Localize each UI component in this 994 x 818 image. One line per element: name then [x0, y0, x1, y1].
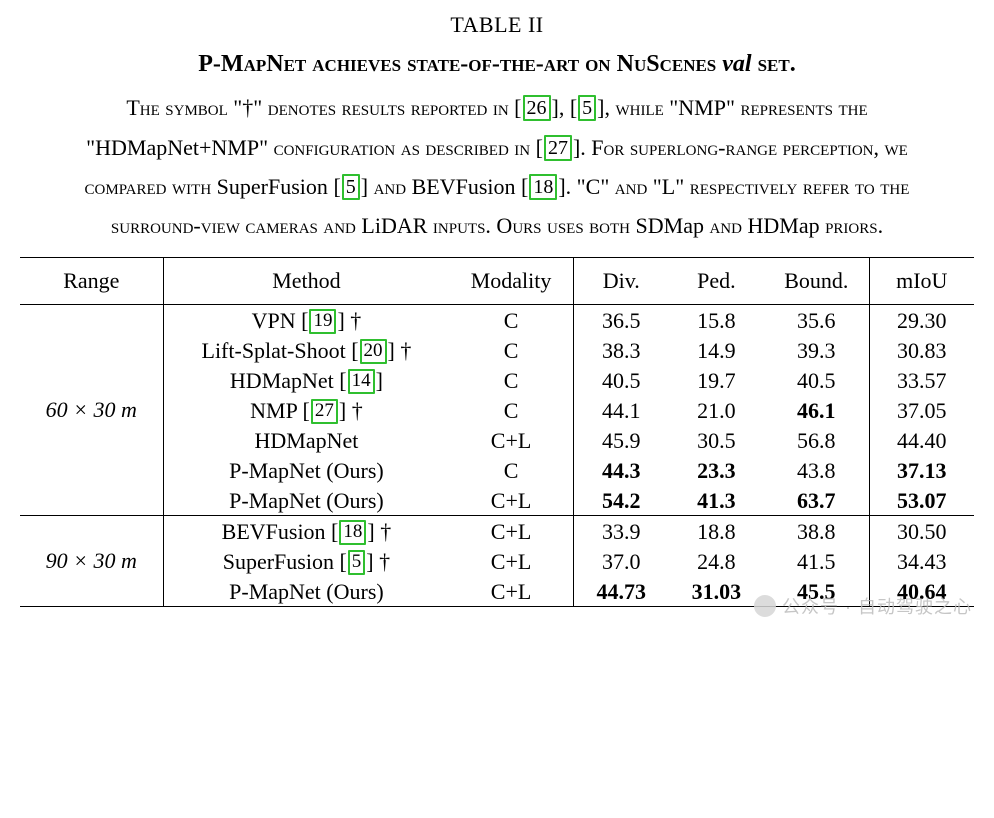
bound-cell: 40.5 [764, 365, 869, 395]
table-title: P-MapNet achieves state-of-the-art on Nu… [20, 48, 974, 80]
table-header-row: RangeMethodModalityDiv.Ped.Bound.mIoU [20, 258, 974, 305]
col-header-range: Range [20, 258, 163, 305]
bound-cell: 41.5 [764, 546, 869, 576]
col-header-bound: Bound. [764, 258, 869, 305]
table-label: TABLE II [20, 12, 974, 38]
table-row: P-MapNet (Ours)C44.323.343.837.13 [20, 455, 974, 485]
col-header-div: Div. [573, 258, 668, 305]
method-cell: P-MapNet (Ours) [163, 485, 449, 516]
table-row: 60 × 30 mVPN [19] †C36.515.835.629.30 [20, 305, 974, 336]
ped-cell: 18.8 [669, 516, 764, 547]
ped-cell: 41.3 [669, 485, 764, 516]
ped-cell: 23.3 [669, 455, 764, 485]
method-cell: SuperFusion [5] † [163, 546, 449, 576]
modality-cell: C [449, 395, 573, 425]
modality-cell: C+L [449, 546, 573, 576]
table-row: NMP [27] †C44.121.046.137.05 [20, 395, 974, 425]
ped-cell: 24.8 [669, 546, 764, 576]
div-cell: 38.3 [573, 335, 668, 365]
div-cell: 44.1 [573, 395, 668, 425]
method-cell: VPN [19] † [163, 305, 449, 336]
method-cell: NMP [27] † [163, 395, 449, 425]
method-cell: BEVFusion [18] † [163, 516, 449, 547]
col-header-ped: Ped. [669, 258, 764, 305]
modality-cell: C [449, 305, 573, 336]
bound-cell: 39.3 [764, 335, 869, 365]
ped-cell: 21.0 [669, 395, 764, 425]
miou-cell: 53.07 [869, 485, 974, 516]
bound-cell: 56.8 [764, 425, 869, 455]
watermark-text: 公众号 · 自动驾驶之心 [782, 593, 972, 619]
miou-cell: 29.30 [869, 305, 974, 336]
col-header-modality: Modality [449, 258, 573, 305]
modality-cell: C+L [449, 516, 573, 547]
method-cell: P-MapNet (Ours) [163, 576, 449, 607]
miou-cell: 37.05 [869, 395, 974, 425]
col-header-miou: mIoU [869, 258, 974, 305]
modality-cell: C [449, 365, 573, 395]
table-row: Lift-Splat-Shoot [20] †C38.314.939.330.8… [20, 335, 974, 365]
method-cell: P-MapNet (Ours) [163, 455, 449, 485]
method-cell: HDMapNet [163, 425, 449, 455]
method-cell: Lift-Splat-Shoot [20] † [163, 335, 449, 365]
div-cell: 40.5 [573, 365, 668, 395]
ped-cell: 15.8 [669, 305, 764, 336]
ped-cell: 30.5 [669, 425, 764, 455]
page-container: TABLE II P-MapNet achieves state-of-the-… [0, 0, 994, 637]
table-row: SuperFusion [5] †C+L37.024.841.534.43 [20, 546, 974, 576]
miou-cell: 44.40 [869, 425, 974, 455]
wechat-icon [754, 595, 776, 617]
miou-cell: 37.13 [869, 455, 974, 485]
range-cell: 90 × 30 m [20, 516, 163, 607]
table-row: HDMapNetC+L45.930.556.844.40 [20, 425, 974, 455]
miou-cell: 30.83 [869, 335, 974, 365]
ped-cell: 31.03 [669, 576, 764, 607]
div-cell: 37.0 [573, 546, 668, 576]
col-header-method: Method [163, 258, 449, 305]
miou-cell: 30.50 [869, 516, 974, 547]
modality-cell: C+L [449, 576, 573, 607]
div-cell: 44.73 [573, 576, 668, 607]
results-table: RangeMethodModalityDiv.Ped.Bound.mIoU 60… [20, 257, 974, 607]
watermark: 公众号 · 自动驾驶之心 [754, 593, 972, 619]
div-cell: 36.5 [573, 305, 668, 336]
miou-cell: 33.57 [869, 365, 974, 395]
range-cell: 60 × 30 m [20, 305, 163, 516]
table-row: HDMapNet [14]C40.519.740.533.57 [20, 365, 974, 395]
miou-cell: 34.43 [869, 546, 974, 576]
modality-cell: C [449, 455, 573, 485]
bound-cell: 38.8 [764, 516, 869, 547]
div-cell: 33.9 [573, 516, 668, 547]
table-caption: The symbol "†" denotes results reported … [48, 88, 946, 245]
method-cell: HDMapNet [14] [163, 365, 449, 395]
ped-cell: 19.7 [669, 365, 764, 395]
modality-cell: C+L [449, 485, 573, 516]
div-cell: 44.3 [573, 455, 668, 485]
div-cell: 54.2 [573, 485, 668, 516]
modality-cell: C [449, 335, 573, 365]
table-row: 90 × 30 mBEVFusion [18] †C+L33.918.838.8… [20, 516, 974, 547]
bound-cell: 43.8 [764, 455, 869, 485]
div-cell: 45.9 [573, 425, 668, 455]
modality-cell: C+L [449, 425, 573, 455]
bound-cell: 63.7 [764, 485, 869, 516]
bound-cell: 35.6 [764, 305, 869, 336]
ped-cell: 14.9 [669, 335, 764, 365]
table-row: P-MapNet (Ours)C+L54.241.363.753.07 [20, 485, 974, 516]
bound-cell: 46.1 [764, 395, 869, 425]
